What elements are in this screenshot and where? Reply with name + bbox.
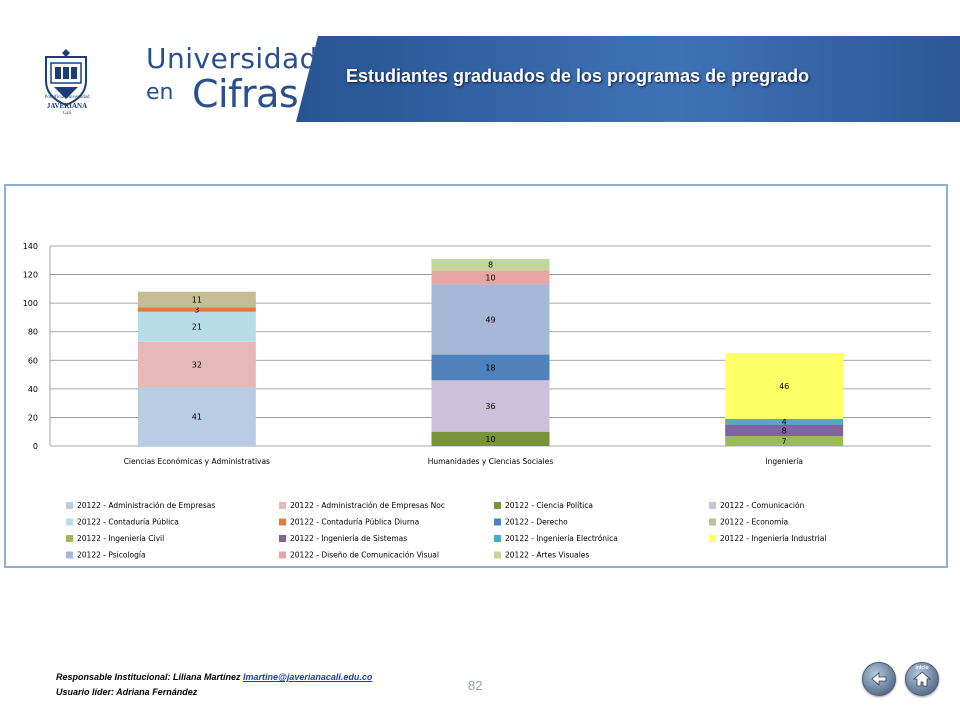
- bar-segment: [725, 436, 844, 446]
- y-tick-label: 20: [28, 413, 38, 422]
- data-label: 3: [194, 306, 199, 315]
- legend-label: 20122 - Artes Visuales: [505, 551, 589, 560]
- legend-label: 20122 - Ingeniería de Sistemas: [290, 534, 407, 543]
- institution-name: Pontificia Universidad JAVERIANA Cali: [24, 94, 110, 118]
- institution-line3: Cali: [62, 111, 72, 116]
- legend-label: 20122 - Economía: [720, 518, 788, 527]
- legend-swatch: [494, 551, 501, 559]
- bar-segment: [137, 307, 256, 312]
- university-crest-icon: [45, 49, 87, 107]
- data-label: 49: [485, 316, 495, 325]
- home-icon: [912, 671, 932, 687]
- legend-label: 20122 - Ingeniería Industrial: [720, 534, 826, 543]
- legend-label: 20122 - Comunicación: [720, 501, 805, 510]
- back-button[interactable]: [862, 662, 896, 696]
- legend-swatch: [494, 535, 501, 542]
- data-label: 10: [485, 435, 495, 444]
- legend-label: 20122 - Derecho: [505, 518, 568, 527]
- legend-swatch: [279, 502, 286, 509]
- bar-segment: [137, 291, 256, 308]
- data-label: 18: [485, 363, 495, 372]
- category-label: Ingeniería: [765, 457, 803, 466]
- page-number: 82: [468, 678, 483, 693]
- legend-swatch: [709, 502, 716, 509]
- y-tick-label: 60: [28, 356, 38, 365]
- data-label: 10: [485, 273, 495, 282]
- leader-line: Usuario líder: Adriana Fernández: [56, 687, 198, 697]
- home-label: Inicio: [915, 665, 929, 671]
- legend-swatch: [66, 502, 73, 509]
- email-link[interactable]: lmartine@javerianacali.edu.co: [243, 672, 373, 682]
- data-label: 46: [779, 382, 789, 391]
- y-tick-label: 0: [33, 442, 38, 451]
- y-tick-label: 80: [28, 328, 38, 337]
- bar-segment: [725, 418, 844, 425]
- y-tick-label: 40: [28, 385, 38, 394]
- logo-area: Pontificia Universidad JAVERIANA Cali Un…: [0, 36, 318, 122]
- bar-segment: [431, 284, 550, 355]
- bar-segment: [137, 387, 256, 446]
- y-tick-label: 120: [23, 271, 38, 280]
- data-label: 4: [782, 418, 787, 427]
- bar-segment: [431, 431, 550, 446]
- data-label: 21: [192, 323, 202, 332]
- legend-label: 20122 - Ingeniería Civil: [77, 534, 164, 543]
- category-label: Ciencias Económicas y Administrativas: [124, 457, 270, 466]
- legend-label: 20122 - Ciencia Política: [505, 501, 593, 510]
- data-label: 41: [192, 413, 202, 422]
- responsible-label: Responsable Institucional: Liliana Martí…: [56, 672, 241, 682]
- category-label: Humanidades y Ciencias Sociales: [428, 457, 554, 466]
- bar-segment: [137, 341, 256, 388]
- footer-credits: Responsable Institucional: Liliana Martí…: [56, 670, 372, 700]
- data-label: 8: [488, 261, 493, 270]
- data-label: 11: [192, 296, 202, 305]
- bar-segment: [431, 258, 550, 271]
- brand-line2: en: [146, 80, 174, 105]
- bar-segment: [725, 353, 844, 419]
- bar-segment: [137, 311, 256, 342]
- responsible-line: Responsable Institucional: Liliana Martí…: [56, 670, 372, 685]
- legend-swatch: [279, 535, 286, 542]
- home-button[interactable]: Inicio: [905, 662, 939, 696]
- legend-swatch: [66, 518, 73, 526]
- data-label: 32: [192, 361, 202, 370]
- legend-label: 20122 - Administración de Empresas Noc: [290, 501, 445, 510]
- legend-swatch: [66, 551, 73, 559]
- legend-label: 20122 - Diseño de Comunicación Visual: [290, 551, 439, 560]
- y-tick-label: 140: [23, 242, 38, 251]
- legend-swatch: [709, 535, 716, 542]
- stacked-bar-chart: 0 20 40 60 80 100 120 140 41 32 21 311 Ciencias Econ…: [23, 242, 931, 560]
- institution-line1: Pontificia Universidad: [44, 95, 90, 100]
- legend-label: 20122 - Psicología: [77, 551, 146, 560]
- legend-label: 20122 - Administración de Empresas: [77, 501, 215, 510]
- institution-line2: JAVERIANA: [46, 102, 88, 110]
- legend-label: 20122 - Contaduría Pública Diurna: [290, 518, 419, 527]
- data-label: 7: [782, 437, 787, 446]
- legend-label: 20122 - Contaduría Pública: [77, 518, 179, 527]
- brand-line1: Universidad: [146, 42, 318, 75]
- bar-segment: [431, 354, 550, 381]
- bar-segment: [431, 380, 550, 432]
- data-label: 36: [485, 402, 495, 411]
- bar-segment: [725, 424, 844, 436]
- legend-label: 20122 - Ingeniería Electrónica: [505, 534, 618, 543]
- page-title: Estudiantes graduados de los programas d…: [346, 66, 810, 86]
- brand-line3: Cifras: [192, 72, 299, 116]
- legend-swatch: [279, 551, 286, 559]
- arrow-left-icon: [871, 672, 887, 686]
- legend-swatch: [494, 518, 501, 526]
- legend-swatch: [66, 535, 73, 542]
- bar-segment: [431, 270, 550, 285]
- chart-container: 0 20 40 60 80 100 120 140 41 32 21 3 11 Ciencias Econ…: [4, 184, 948, 568]
- legend-swatch: [494, 502, 501, 509]
- legend-swatch: [709, 518, 716, 526]
- header-banner: Pontificia Universidad JAVERIANA Cali Un…: [0, 36, 960, 122]
- y-tick-label: 100: [23, 299, 38, 308]
- legend-swatch: [279, 518, 286, 526]
- data-label: 8: [782, 426, 787, 435]
